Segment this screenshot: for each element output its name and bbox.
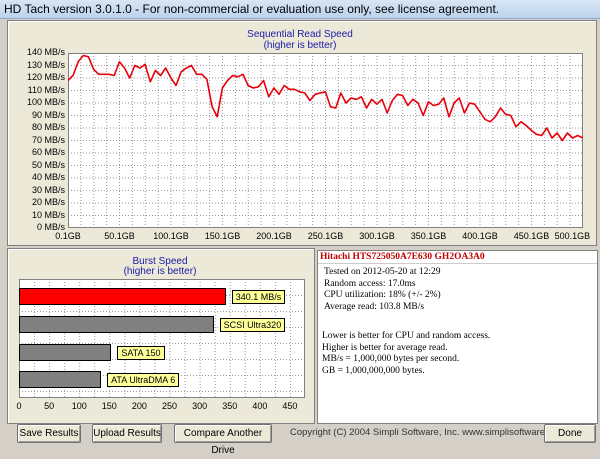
seq-x-tick-label: 200.1GB bbox=[256, 231, 292, 241]
upload-results-button[interactable]: Upload Results bbox=[92, 424, 162, 443]
seq-y-tick-label: 70 MB/s bbox=[31, 134, 65, 145]
seq-chart-svg bbox=[68, 53, 583, 228]
seq-y-tick-label: 130 MB/s bbox=[26, 59, 65, 70]
info-random-access: Random access: 17.0ms bbox=[324, 278, 416, 289]
burst-x-tick-label: 200 bbox=[131, 401, 147, 411]
drive-info-box: Hitachi HTS725050A7E630 GH2OA3A0 Tested … bbox=[317, 250, 598, 424]
seq-y-tick-label: 80 MB/s bbox=[31, 122, 65, 132]
burst-x-tick-label: 250 bbox=[162, 401, 178, 411]
info-note-4: GB = 1,000,000,000 bytes. bbox=[322, 365, 425, 376]
seq-plot-area bbox=[68, 53, 583, 228]
seq-y-tick-label: 140 MB/s bbox=[26, 47, 65, 57]
seq-chart-title: Sequential Read Speed bbox=[247, 29, 353, 40]
burst-x-tick-label: 300 bbox=[192, 401, 208, 411]
seq-y-tick-label: 40 MB/s bbox=[31, 172, 65, 182]
burst-bar-reference bbox=[19, 371, 102, 388]
window-title: HD Tach version 3.0.1.0 - For non-commer… bbox=[4, 2, 500, 16]
burst-x-tick-label: 150 bbox=[101, 401, 117, 411]
seq-y-tick-label: 50 MB/s bbox=[31, 159, 65, 170]
drive-name: Hitachi HTS725050A7E630 GH2OA3A0 bbox=[318, 251, 597, 264]
seq-x-tick-label: 350.1GB bbox=[410, 231, 447, 241]
seq-y-tick-label: 120 MB/s bbox=[26, 72, 65, 82]
seq-read-series-line bbox=[68, 54, 583, 142]
save-results-button[interactable]: Save Results bbox=[17, 424, 81, 443]
burst-bar-reference bbox=[19, 344, 112, 361]
seq-x-tick-label: 100.1GB bbox=[153, 231, 189, 241]
seq-y-tick-label: 30 MB/s bbox=[31, 184, 65, 195]
burst-bar-label: ATA UltraDMA 6 bbox=[107, 373, 180, 387]
seq-y-tick-label: 0 MB/s bbox=[36, 222, 65, 232]
burst-chart-subtitle: (higher is better) bbox=[123, 266, 197, 277]
info-note-2: Higher is better for average read. bbox=[322, 342, 448, 353]
seq-y-tick-label: 100 MB/s bbox=[26, 97, 65, 107]
seq-x-tick-label: 150.1GB bbox=[204, 231, 241, 241]
burst-x-tick-label: 100 bbox=[71, 401, 87, 411]
seq-x-tick-label: 500.1GB bbox=[554, 231, 591, 241]
burst-x-tick-label: 400 bbox=[252, 401, 268, 411]
burst-bar-reference bbox=[19, 316, 214, 333]
info-note-1: Lower is better for CPU and random acces… bbox=[322, 331, 491, 341]
burst-bar-label: SCSI Ultra320 bbox=[219, 318, 286, 332]
seq-y-tick-label: 110 MB/s bbox=[27, 84, 65, 95]
info-tested: Tested on 2012-05-20 at 12:29 bbox=[324, 267, 441, 277]
info-note-3: MB/s = 1,000,000 bytes per second. bbox=[322, 354, 460, 364]
seq-y-tick-label: 10 MB/s bbox=[31, 209, 65, 220]
title-bar: HD Tach version 3.0.1.0 - For non-commer… bbox=[0, 0, 600, 19]
burst-x-tick-label: 0 bbox=[16, 401, 22, 411]
seq-x-tick-label: 50.1GB bbox=[104, 231, 135, 241]
copyright-text: Copyright (C) 2004 Simpli Software, Inc.… bbox=[290, 427, 566, 438]
seq-x-tick-label: 450.1GB bbox=[513, 231, 550, 241]
done-button[interactable]: Done bbox=[544, 424, 596, 443]
burst-bar-label: SATA 150 bbox=[117, 346, 165, 360]
seq-y-tick-label: 60 MB/s bbox=[31, 147, 65, 157]
seq-x-tick-label: 300.1GB bbox=[359, 231, 395, 241]
burst-bar-measured bbox=[19, 288, 226, 305]
info-average-read: Average read: 103.8 MB/s bbox=[324, 301, 425, 312]
seq-x-tick-label: 400.1GB bbox=[462, 231, 498, 241]
compare-drive-button[interactable]: Compare Another Drive bbox=[174, 424, 272, 456]
seq-chart-subtitle: (higher is better) bbox=[263, 40, 337, 51]
burst-x-tick-label: 450 bbox=[282, 401, 298, 411]
seq-x-tick-label: 0.1GB bbox=[55, 231, 81, 241]
seq-y-tick-label: 90 MB/s bbox=[31, 109, 65, 120]
seq-y-tick-label: 20 MB/s bbox=[31, 197, 65, 207]
burst-chart-title: Burst Speed bbox=[132, 256, 188, 267]
burst-x-tick-label: 50 bbox=[44, 401, 55, 411]
burst-x-tick-label: 350 bbox=[222, 401, 238, 411]
burst-bar-label: 340.1 MB/s bbox=[231, 290, 286, 304]
info-cpu: CPU utilization: 18% (+/- 2%) bbox=[324, 290, 441, 300]
seq-x-tick-label: 250.1GB bbox=[307, 231, 344, 241]
